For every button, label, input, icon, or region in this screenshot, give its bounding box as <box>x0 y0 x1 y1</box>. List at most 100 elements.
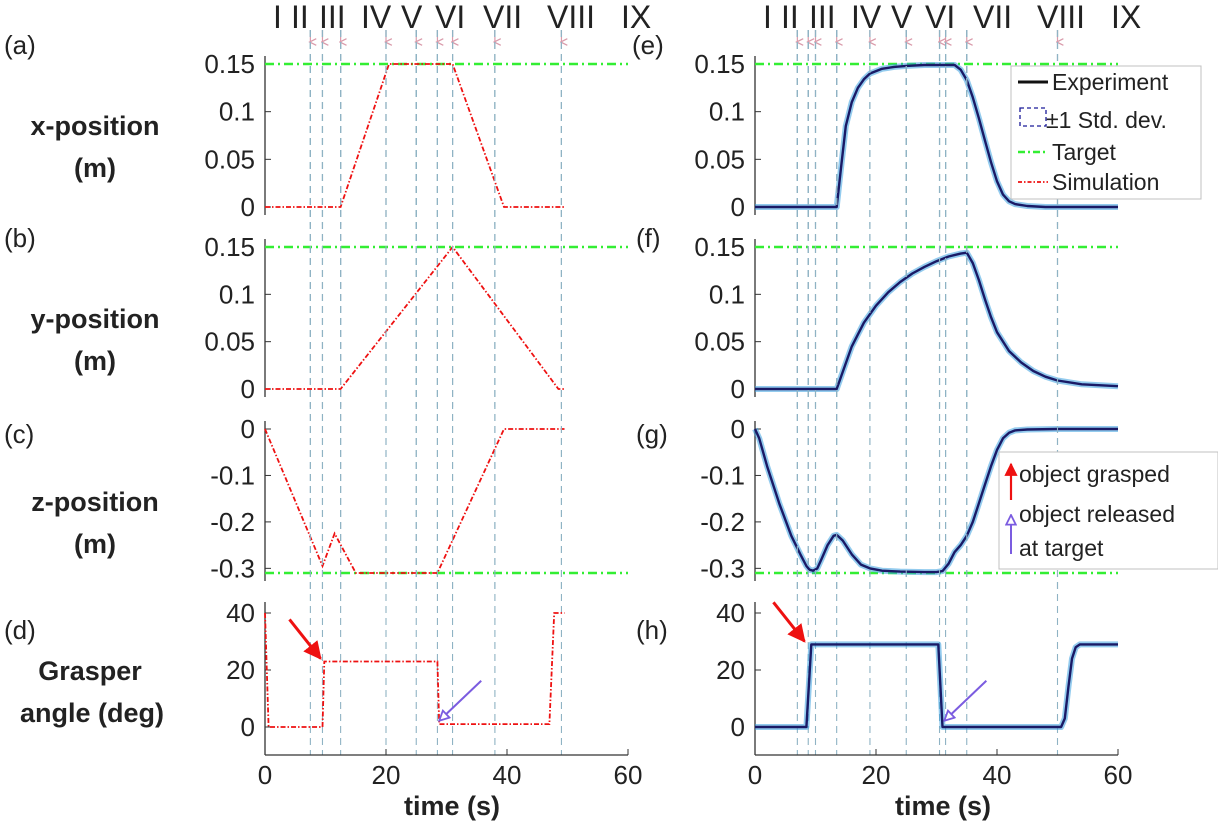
phase-label-phase-right-4: V <box>891 0 913 35</box>
phase-label-phase-right-5: VI <box>925 0 955 35</box>
phase-labels-right: I II III IV V VI VII VIII IX <box>763 0 1141 42</box>
x-axis-label-left: time (s) <box>404 791 500 821</box>
phase-label-phase-right-1: II <box>781 0 799 35</box>
x-axis-label-right: time (s) <box>895 791 991 821</box>
panel-letter-b: (b) <box>4 223 36 253</box>
phase-label-phase-left-1: II <box>291 0 309 35</box>
y-tick-label-g-0: 0 <box>731 414 745 444</box>
phase-label-phase-left-7: VIII <box>547 0 595 35</box>
experiment-line-g <box>753 427 1118 574</box>
x-tick-label-h-2: 40 <box>983 760 1012 790</box>
y-tick-label-h-0: 0 <box>731 712 745 742</box>
legend-std-label: ±1 Std. dev. <box>1046 107 1167 133</box>
y-tick-label-d-1: 20 <box>226 655 255 685</box>
x-tick-label-h-1: 20 <box>862 760 891 790</box>
row-label-y-line1: y-position <box>31 304 160 334</box>
release-arrow-icon-d <box>439 680 482 721</box>
x-tick-label-d-1: 20 <box>372 760 401 790</box>
simulation-line-a <box>265 63 565 208</box>
phase-label-phase-right-7: VIII <box>1037 0 1085 35</box>
y-tick-label-f-3: 0.15 <box>694 232 745 262</box>
y-tick-label-b-2: 0.1 <box>219 279 255 309</box>
y-tick-label-g-2: -0.2 <box>700 507 745 537</box>
panel-letter-f: (f) <box>636 223 661 253</box>
y-tick-label-c-2: -0.2 <box>210 507 255 537</box>
y-tick-label-d-0: 0 <box>241 712 255 742</box>
std-band-f <box>755 249 1119 392</box>
y-tick-label-h-2: 40 <box>716 598 745 628</box>
phase-label-phase-right-6: VII <box>973 0 1012 35</box>
y-tick-label-b-3: 0.15 <box>204 232 255 262</box>
y-tick-label-c-0: 0 <box>241 414 255 444</box>
y-tick-label-d-2: 40 <box>226 598 255 628</box>
row-label-x-line2: (m) <box>74 153 116 183</box>
row-label-z-line1: z-position <box>31 487 158 517</box>
y-tick-label-a-0: 0 <box>241 192 255 222</box>
y-tick-label-a-3: 0.15 <box>204 49 255 79</box>
y-tick-label-g-1: -0.1 <box>700 460 745 490</box>
phase-label-phase-right-0: I <box>763 0 772 35</box>
legend-box <box>1010 65 1202 200</box>
y-tick-label-a-2: 0.1 <box>219 97 255 127</box>
y-tick-label-f-1: 0.05 <box>694 327 745 357</box>
x-tick-label-d-0: 0 <box>258 760 272 790</box>
annotation-box: object grasped object released at target <box>998 451 1218 570</box>
phase-label-phase-left-2: III <box>319 0 346 35</box>
row-label-y-line2: (m) <box>74 346 116 376</box>
x-tick-label-d-3: 60 <box>614 760 643 790</box>
y-tick-label-f-2: 0.1 <box>709 279 745 309</box>
grasp-arrow-icon-h <box>772 601 806 643</box>
y-tick-label-e-1: 0.05 <box>694 144 745 174</box>
annotation-released-label-line2: at target <box>1019 535 1104 561</box>
legend-std-swatch <box>1019 107 1047 127</box>
phase-label-phase-right-2: III <box>809 0 836 35</box>
panel-letter-e: (e) <box>632 30 664 60</box>
y-tick-label-c-3: -0.3 <box>210 553 255 583</box>
row-label-x-line1: x-position <box>31 111 160 141</box>
phase-label-phase-left-3: IV <box>361 0 392 35</box>
panels: 0 0.05 0.1 0.15 0 0.05 0.1 0.15 0 -0.1 -0.2 -0.3 0 20… <box>204 30 1132 790</box>
phase-label-phase-left-6: VII <box>483 0 522 35</box>
panel-letter-h: (h) <box>636 615 668 645</box>
panel-h: 0 20 40 60 0 20 40 <box>716 30 1132 790</box>
x-tick-label-h-3: 60 <box>1104 760 1133 790</box>
simulation-line-d <box>264 612 565 728</box>
y-tick-label-e-0: 0 <box>731 192 745 222</box>
y-tick-label-b-1: 0.05 <box>204 327 255 357</box>
phase-label-phase-left-8: IX <box>621 0 651 35</box>
y-tick-label-b-0: 0 <box>241 374 255 404</box>
y-tick-label-e-2: 0.1 <box>709 97 745 127</box>
x-tick-label-h-0: 0 <box>748 760 762 790</box>
annotation-grasped-label: object grasped <box>1019 461 1170 487</box>
y-tick-label-e-3: 0.15 <box>694 49 745 79</box>
release-arrow-icon-h <box>944 680 988 721</box>
experiment-line-e <box>755 63 1118 209</box>
x-tick-label-d-2: 40 <box>493 760 522 790</box>
grasp-arrow-icon-d <box>288 618 322 660</box>
phase-label-phase-right-8: IX <box>1111 0 1141 35</box>
annotation-released-label-line1: object released <box>1019 501 1175 527</box>
row-label-grasper-line1: Grasper <box>38 656 142 686</box>
panel-letter-g: (g) <box>636 419 668 449</box>
panel-letter-c: (c) <box>4 419 34 449</box>
panel-c: 0 -0.1 -0.2 -0.3 <box>210 30 628 591</box>
panel-letter-a: (a) <box>4 30 36 60</box>
phase-labels-left: I II III IV V VI VII VIII IX <box>273 0 651 42</box>
y-tick-label-h-1: 20 <box>716 655 745 685</box>
y-tick-label-c-1: -0.1 <box>210 460 255 490</box>
experiment-line-h <box>755 643 1118 729</box>
y-tick-label-a-1: 0.05 <box>204 144 255 174</box>
phase-label-phase-right-3: IV <box>851 0 882 35</box>
legend-experiment-label: Experiment <box>1052 69 1169 95</box>
annotation-box-frame <box>998 451 1218 570</box>
phase-label-phase-left-0: I <box>273 0 282 35</box>
experiment-line-f <box>755 251 1119 391</box>
row-label-grasper-line2: angle (deg) <box>20 698 164 728</box>
legend-target-label: Target <box>1052 139 1117 165</box>
phase-label-phase-left-5: VI <box>435 0 465 35</box>
y-tick-label-g-3: -0.3 <box>700 553 745 583</box>
panel-d: 0 20 40 60 0 20 40 <box>226 30 642 790</box>
y-tick-label-f-0: 0 <box>731 374 745 404</box>
legend-simulation-label: Simulation <box>1052 169 1159 195</box>
